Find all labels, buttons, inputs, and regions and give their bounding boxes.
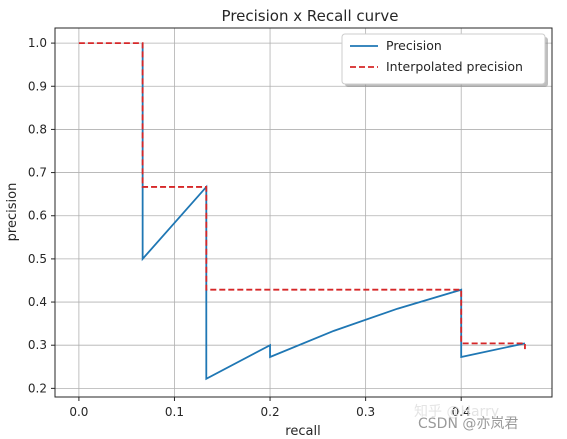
y-tick-label: 0.7 (28, 166, 47, 180)
series-line-interpolated-precision (78, 42, 526, 350)
y-tick-label: 0.8 (28, 122, 47, 136)
x-axis-ticks: 0.0 0.1 0.2 0.3 0.4 (69, 397, 471, 419)
y-tick-label: 0.5 (28, 252, 47, 266)
watermark-zhihu: 知乎 @Harry (414, 403, 499, 420)
legend-label-precision: Precision (386, 38, 442, 53)
grid (55, 28, 552, 397)
watermark-csdn: CSDN @亦岚君 (418, 416, 518, 432)
y-tick-label: 0.6 (28, 209, 47, 223)
y-tick-label: 0.2 (28, 381, 47, 395)
y-tick-label: 0.4 (28, 295, 47, 309)
x-tick-label: 0.1 (165, 405, 184, 419)
legend: Precision Interpolated precision (341, 33, 548, 87)
x-tick-label: 0.4 (452, 405, 471, 419)
series-group (78, 42, 526, 381)
legend-box (341, 33, 546, 85)
plot-frame (54, 27, 553, 398)
y-axis-label: precision (5, 183, 20, 242)
chart-title: Precision x Recall curve (222, 7, 399, 25)
x-tick-label: 0.3 (356, 405, 375, 419)
y-tick-label: 0.3 (28, 338, 47, 352)
x-tick-label: 0.2 (261, 405, 280, 419)
legend-label-interpolated: Interpolated precision (386, 59, 523, 74)
x-axis-label: recall (285, 424, 320, 439)
y-axis-ticks: 0.2 0.3 0.4 0.5 0.6 0.7 0.8 0.9 1.0 (28, 36, 55, 395)
x-tick-label: 0.0 (69, 405, 88, 419)
y-tick-label: 1.0 (28, 36, 47, 50)
y-tick-label: 0.9 (28, 79, 47, 93)
